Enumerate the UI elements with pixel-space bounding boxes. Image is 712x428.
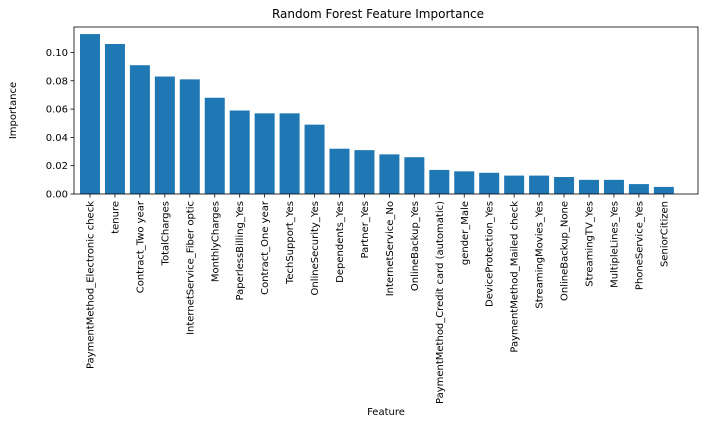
bar	[329, 148, 350, 194]
x-tick-label: gender_Male	[460, 201, 471, 265]
x-tick-label: OnlineSecurity_Yes	[310, 201, 321, 295]
bar	[429, 169, 450, 194]
y-tick-label: 0.10	[46, 48, 68, 59]
y-axis: 0.00 0.02 0.04 0.06 0.08 0.10	[46, 48, 74, 201]
x-tick-label: PhoneService_Yes	[634, 201, 645, 290]
y-tick-label: 0.08	[46, 76, 68, 87]
x-tick-label: PaymentMethod_Credit card (automatic)	[435, 201, 446, 404]
x-axis-label: Feature	[367, 407, 405, 418]
bar	[204, 97, 225, 194]
bar	[504, 175, 525, 194]
bars-layer	[80, 34, 674, 195]
y-tick-label: 0.06	[46, 105, 68, 116]
bar	[179, 79, 200, 194]
x-tick-label: Contract_Two year	[135, 200, 146, 293]
y-tick-label: 0.04	[46, 133, 68, 144]
y-tick-label: 0.02	[46, 161, 68, 172]
x-tick-label: SeniorCitizen	[659, 201, 670, 267]
bar	[479, 172, 500, 194]
x-tick-label: Partner_Yes	[360, 201, 371, 259]
x-tick-label: tenure	[110, 201, 121, 234]
x-tick-label: InternetService_Fiber optic	[185, 201, 196, 335]
bar	[304, 124, 325, 194]
x-tick-label: PaymentMethod_Electronic check	[86, 201, 97, 369]
x-tick-label: TechSupport_Yes	[285, 201, 296, 285]
y-tick-label: 0.00	[46, 190, 68, 201]
x-axis: PaymentMethod_Electronic check tenure Cont…	[86, 194, 670, 404]
x-tick-label: TotalCharges	[160, 201, 171, 266]
x-tick-label: MonthlyCharges	[210, 201, 221, 282]
bar	[579, 179, 599, 194]
bar	[80, 34, 100, 194]
bar	[104, 43, 125, 195]
x-tick-label: DeviceProtection_Yes	[485, 201, 496, 307]
chart-title: Random Forest Feature Importance	[272, 7, 484, 21]
y-axis-label: Importance	[8, 82, 19, 139]
bar	[354, 150, 375, 194]
bar	[628, 184, 649, 194]
bar	[254, 113, 275, 194]
x-tick-label: Contract_One year	[260, 200, 271, 295]
bar	[379, 154, 400, 194]
x-tick-label: OnlineBackup_None	[560, 201, 571, 301]
bar	[279, 113, 300, 194]
x-tick-label: StreamingMovies_Yes	[535, 201, 546, 309]
x-tick-label: PaymentMethod_Mailed check	[510, 201, 521, 353]
x-tick-label: Dependents_Yes	[335, 201, 346, 283]
bar	[653, 186, 674, 194]
bar	[454, 171, 475, 194]
x-tick-label: OnlineBackup_Yes	[410, 201, 421, 291]
x-tick-label: PaperlessBilling_Yes	[235, 201, 246, 300]
bar	[529, 175, 550, 194]
x-tick-label: StreamingTV_Yes	[585, 201, 596, 287]
bar	[603, 179, 624, 194]
x-tick-label: MultipleLines_Yes	[609, 201, 620, 288]
bar	[229, 110, 250, 194]
plot-frame	[73, 26, 699, 195]
bar	[154, 76, 175, 194]
x-tick-label: InternetService_No	[385, 201, 396, 296]
bar	[129, 65, 150, 195]
bar	[554, 177, 575, 194]
bar	[404, 157, 425, 194]
